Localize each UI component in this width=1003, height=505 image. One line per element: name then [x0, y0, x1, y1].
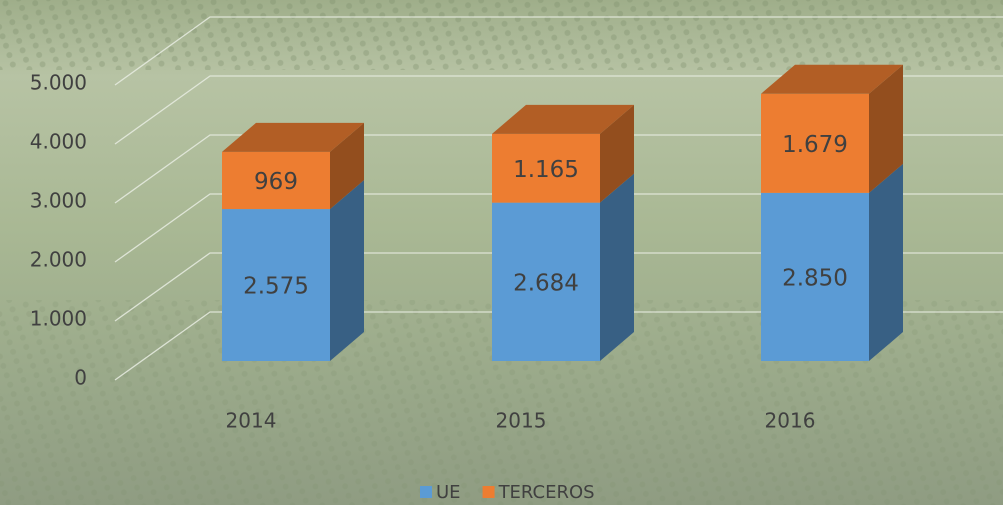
legend-label: UE [436, 482, 461, 503]
x-tick-label: 2014 [226, 409, 277, 433]
bar-side [600, 174, 634, 361]
chart: 0 1.000 2.000 3.000 4.000 5.000 2014 2.575 969 20… [0, 0, 1003, 505]
legend-swatch [420, 486, 432, 498]
legend-label: TERCEROS [498, 482, 595, 503]
value-label: 2.684 [513, 270, 579, 296]
y-tick-label: 1.000 [30, 307, 87, 331]
value-label: 2.575 [243, 274, 309, 300]
value-label: 1.679 [782, 132, 848, 158]
x-tick-label: 2015 [496, 409, 547, 433]
value-label: 969 [254, 169, 298, 195]
y-tick-label: 5.000 [30, 71, 87, 95]
y-tick-label: 0 [74, 366, 87, 390]
x-tick-label: 2016 [765, 409, 816, 433]
y-tick-label: 3.000 [30, 189, 87, 213]
legend-swatch [483, 486, 495, 498]
value-label: 1.165 [513, 157, 579, 183]
value-label: 2.850 [782, 265, 848, 291]
y-tick-label: 2.000 [30, 248, 87, 272]
y-tick-label: 4.000 [30, 130, 87, 154]
bar-side [869, 164, 903, 361]
bar-side [330, 180, 364, 361]
